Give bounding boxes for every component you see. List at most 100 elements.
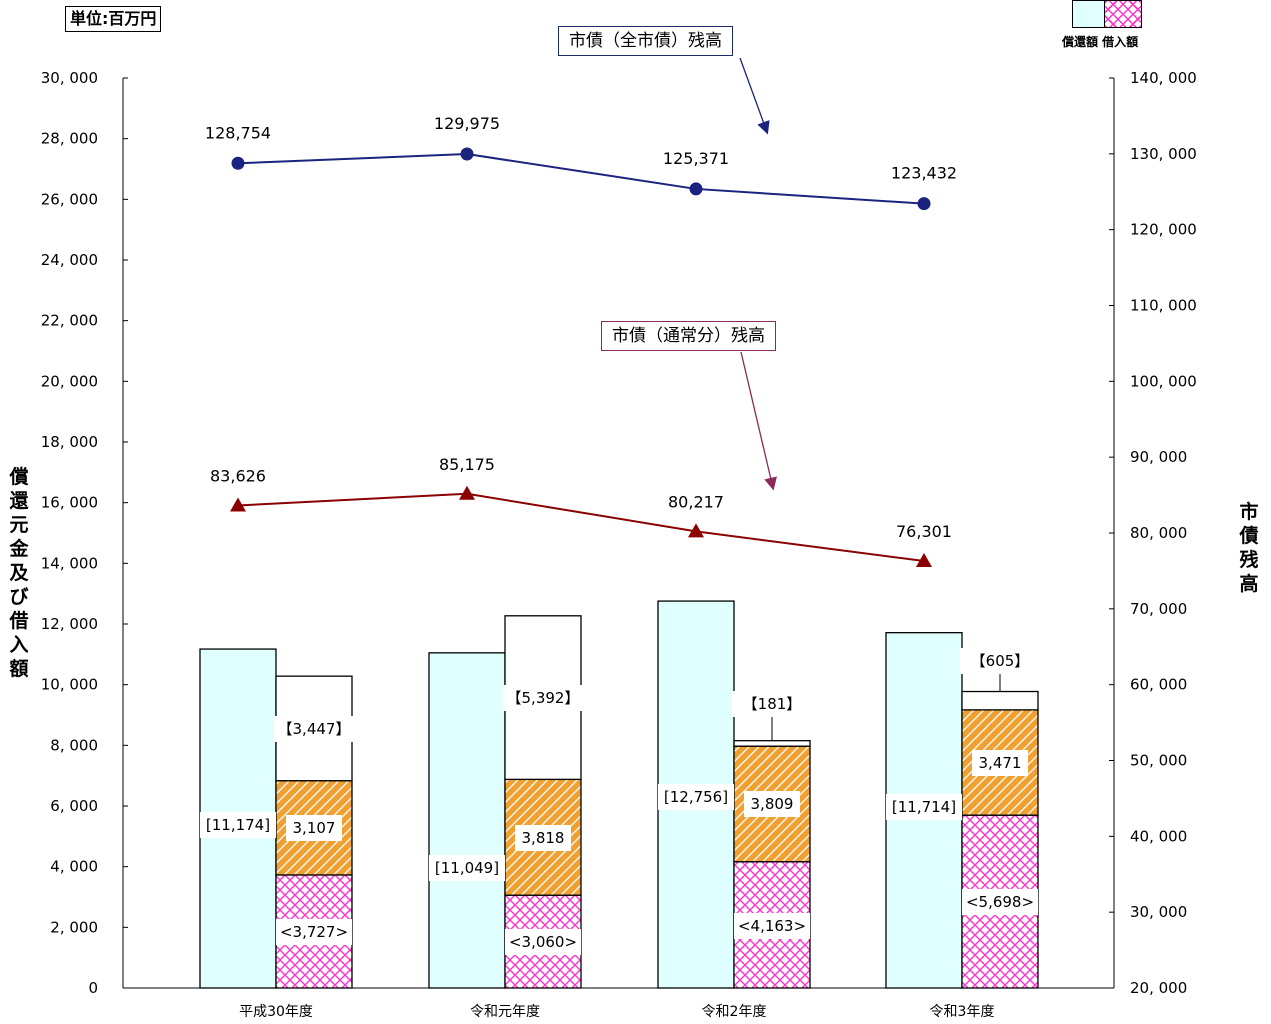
series-total-point: [231, 156, 245, 170]
label-repayment: [11,049]: [429, 855, 505, 881]
y-left-tick-label: 4, 000: [50, 858, 98, 876]
label-borrowing-hatch-text: 3,818: [522, 829, 565, 847]
label-borrowing-white-bg: [274, 716, 354, 742]
label-borrowing-cross-bg: [505, 929, 581, 955]
label-borrowing-hatch: 3,809: [744, 791, 800, 817]
label-repayment-bg: [886, 794, 962, 820]
label-borrowing-cross-text: <4,163>: [738, 917, 806, 935]
label-repayment: [11,714]: [886, 794, 962, 820]
label-normal: 85,175: [439, 455, 495, 474]
label-borrowing-white: 【3,447】: [274, 716, 354, 742]
label-repayment-text: [11,049]: [435, 859, 499, 877]
series-normal-point: [688, 523, 704, 538]
label-borrowing-white: 【5,392】: [503, 685, 583, 711]
label-borrowing-hatch-bg: [744, 791, 800, 817]
y-left-tick-label: 26, 000: [41, 190, 98, 208]
label-borrowing-white-bg: [732, 691, 812, 717]
y-left-tick-label: 20, 000: [41, 372, 98, 390]
y-left-tick-label: 28, 000: [41, 130, 98, 148]
x-category-label: 平成30年度: [239, 1004, 313, 1020]
lines: [230, 147, 932, 568]
y-left-tick-label: 10, 000: [41, 676, 98, 694]
label-repayment: [12,756]: [658, 784, 734, 810]
legend: [1072, 0, 1142, 30]
unit-label: 単位:百万円: [65, 6, 162, 32]
y-left-tick-label: 2, 000: [50, 918, 98, 936]
y-left-tick-label: 16, 000: [41, 494, 98, 512]
label-borrowing-hatch-text: 3,471: [979, 754, 1022, 772]
y-left-tick-label: 30, 000: [41, 69, 98, 87]
label-borrowing-hatch-bg: [286, 815, 342, 841]
axes: 0 2, 000 4, 000 6, 000 8, 000 10, 000 12, 000 1…: [41, 69, 1197, 1020]
label-borrowing-hatch: 3,471: [972, 750, 1028, 776]
x-category-label: 令和元年度: [470, 1004, 540, 1020]
y-right-tick-label: 100, 000: [1130, 372, 1197, 390]
y-right-tick-label: 30, 000: [1130, 903, 1187, 921]
label-repayment-text: [11,714]: [892, 798, 956, 816]
y-right-tick-label: 140, 000: [1130, 69, 1197, 87]
y-right-tick-label: 130, 000: [1130, 145, 1197, 163]
y-left-tick-label: 24, 000: [41, 251, 98, 269]
annotation-normal-balance: 市債（通常分）残高: [601, 321, 776, 351]
y-right-tick-label: 20, 000: [1130, 979, 1187, 997]
y-left-tick-label: 14, 000: [41, 554, 98, 572]
legend-swatch-repayment: [1072, 0, 1106, 28]
label-borrowing-hatch: 3,818: [515, 825, 571, 851]
label-borrowing-white-text: 【605】: [971, 652, 1030, 670]
label-total: 123,432: [891, 164, 957, 183]
label-borrowing-hatch-bg: [972, 750, 1028, 776]
y-left-tick-label: 0: [88, 979, 98, 997]
series-normal-point: [230, 497, 246, 512]
label-normal: 80,217: [668, 492, 724, 511]
label-repayment-bg: [200, 812, 276, 838]
annotation-arrow-normal: [740, 351, 777, 491]
label-borrowing-hatch: 3,107: [286, 815, 342, 841]
label-borrowing-cross-bg: [734, 913, 810, 939]
label-repayment-bg: [429, 855, 505, 881]
label-borrowing-white: 【181】: [732, 691, 812, 717]
label-borrowing-cross: <5,698>: [962, 889, 1038, 915]
label-repayment: [11,174]: [200, 812, 276, 838]
y-right-tick-label: 50, 000: [1130, 752, 1187, 770]
series-normal-line: [237, 492, 925, 563]
label-borrowing-white-text: 【181】: [743, 695, 802, 713]
y-left-axis-label: 償還元金及び借入額: [9, 466, 29, 680]
series-total-point: [689, 182, 703, 196]
label-borrowing-hatch-text: 3,107: [293, 819, 336, 837]
label-borrowing-cross: <3,060>: [505, 929, 581, 955]
y-right-tick-label: 40, 000: [1130, 827, 1187, 845]
label-total: 129,975: [434, 114, 500, 133]
y-right-tick-label: 110, 000: [1130, 297, 1197, 315]
y-left-tick-label: 22, 000: [41, 312, 98, 330]
y-right-axis-label: 市債残高: [1239, 501, 1259, 595]
bar-borrowing-white: [733, 740, 811, 747]
label-total: 125,371: [663, 149, 729, 168]
y-left-tick-label: 12, 000: [41, 615, 98, 633]
label-borrowing-white-text: 【5,392】: [507, 689, 580, 707]
series-normal-point: [459, 485, 475, 500]
series-total-point: [917, 197, 931, 211]
y-right-tick-label: 120, 000: [1130, 221, 1197, 239]
annotation-total-balance: 市債（全市債）残高: [558, 26, 733, 56]
label-borrowing-white-text: 【3,447】: [278, 720, 351, 738]
label-borrowing-cross-bg: [276, 919, 352, 945]
label-borrowing-cross: <3,727>: [276, 919, 352, 945]
x-category-label: 令和3年度: [930, 1004, 995, 1020]
label-repayment-bg: [658, 784, 734, 810]
label-borrowing-cross: <4,163>: [734, 913, 810, 939]
legend-label: 償還額 借入額: [1062, 35, 1139, 49]
legend-swatch-borrowing: [1104, 0, 1142, 28]
y-right-tick-label: 70, 000: [1130, 600, 1187, 618]
label-normal: 76,301: [896, 522, 952, 541]
label-borrowing-white-bg: [503, 685, 583, 711]
y-right-tick-label: 60, 000: [1130, 676, 1187, 694]
label-borrowing-hatch-text: 3,809: [751, 795, 794, 813]
x-category-label: 令和2年度: [702, 1004, 767, 1020]
label-borrowing-hatch-bg: [515, 825, 571, 851]
series-total-line: [237, 153, 925, 205]
label-repayment-text: [11,174]: [206, 816, 270, 834]
annotation-arrow-total: [739, 57, 770, 135]
label-borrowing-cross-text: <3,727>: [280, 923, 348, 941]
label-borrowing-cross-text: <5,698>: [966, 893, 1034, 911]
